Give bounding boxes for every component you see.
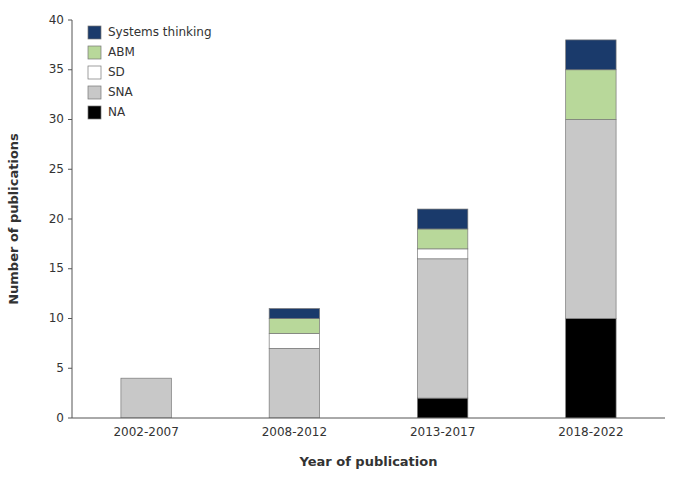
legend-label: SNA xyxy=(108,85,134,99)
legend-swatch xyxy=(88,46,101,59)
y-tick-label: 5 xyxy=(56,361,64,375)
bar-segment xyxy=(566,40,616,70)
y-tick-label: 30 xyxy=(49,112,64,126)
y-tick xyxy=(68,418,72,419)
bar-segment xyxy=(121,378,171,379)
bar-segment xyxy=(269,309,319,319)
y-tick-label: 0 xyxy=(56,411,64,425)
bar-segment xyxy=(121,378,171,418)
y-tick xyxy=(68,69,72,70)
y-tick xyxy=(68,119,72,120)
x-tick-label: 2002-2007 xyxy=(113,425,178,439)
bar-segment xyxy=(269,348,319,418)
y-tick xyxy=(68,169,72,170)
bar-segment xyxy=(121,378,171,379)
legend-label: Systems thinking xyxy=(108,25,212,39)
y-tick xyxy=(68,20,72,21)
y-tick xyxy=(68,219,72,220)
legend-label: ABM xyxy=(108,45,135,59)
axes: 0 5 10 15 20 25 30 35 40 2002-2007 2008-2012 2013-2… xyxy=(49,13,665,440)
bars xyxy=(121,40,616,418)
bar-segment xyxy=(566,120,616,319)
x-tick-label: 2013-2017 xyxy=(410,425,475,439)
y-tick xyxy=(68,368,72,369)
y-axis-label: Number of publications xyxy=(6,133,21,305)
x-axis-label: Year of publication xyxy=(299,454,438,469)
series xyxy=(269,249,468,348)
series xyxy=(121,120,616,419)
bar-segment xyxy=(417,209,467,229)
y-tick-label: 15 xyxy=(49,261,64,275)
bar-segment xyxy=(417,259,467,398)
x-tick-label: 2008-2012 xyxy=(262,425,327,439)
legend-swatch xyxy=(88,86,101,99)
legend-swatch xyxy=(88,106,101,119)
y-tick-label: 10 xyxy=(49,311,64,325)
y-tick-label: 35 xyxy=(49,62,64,76)
y-tick-label: 20 xyxy=(49,212,64,226)
legend-label: SD xyxy=(108,65,125,79)
y-tick xyxy=(68,318,72,319)
y-tick-label: 25 xyxy=(49,162,64,176)
legend: Systems thinking ABM SD SNA NA xyxy=(88,25,212,119)
x-tick-label: 2018-2022 xyxy=(558,425,623,439)
bar-segment xyxy=(121,378,171,379)
legend-label: NA xyxy=(108,105,126,119)
legend-swatch xyxy=(88,66,101,79)
series xyxy=(269,40,616,319)
bar-segment xyxy=(417,398,467,418)
x-axis-line xyxy=(72,418,665,419)
chart: 0 5 10 15 20 25 30 35 40 2002-2007 2008-2012 2013-2… xyxy=(0,0,685,480)
bar-segment xyxy=(269,319,319,334)
bar-segment xyxy=(269,333,319,348)
y-tick-label: 40 xyxy=(49,13,64,27)
y-tick xyxy=(68,268,72,269)
bar-segment xyxy=(566,70,616,120)
bar-segment xyxy=(417,249,467,259)
legend-swatch xyxy=(88,26,101,39)
bar-segment xyxy=(566,319,616,419)
series xyxy=(269,70,616,334)
bar-segment xyxy=(417,229,467,249)
